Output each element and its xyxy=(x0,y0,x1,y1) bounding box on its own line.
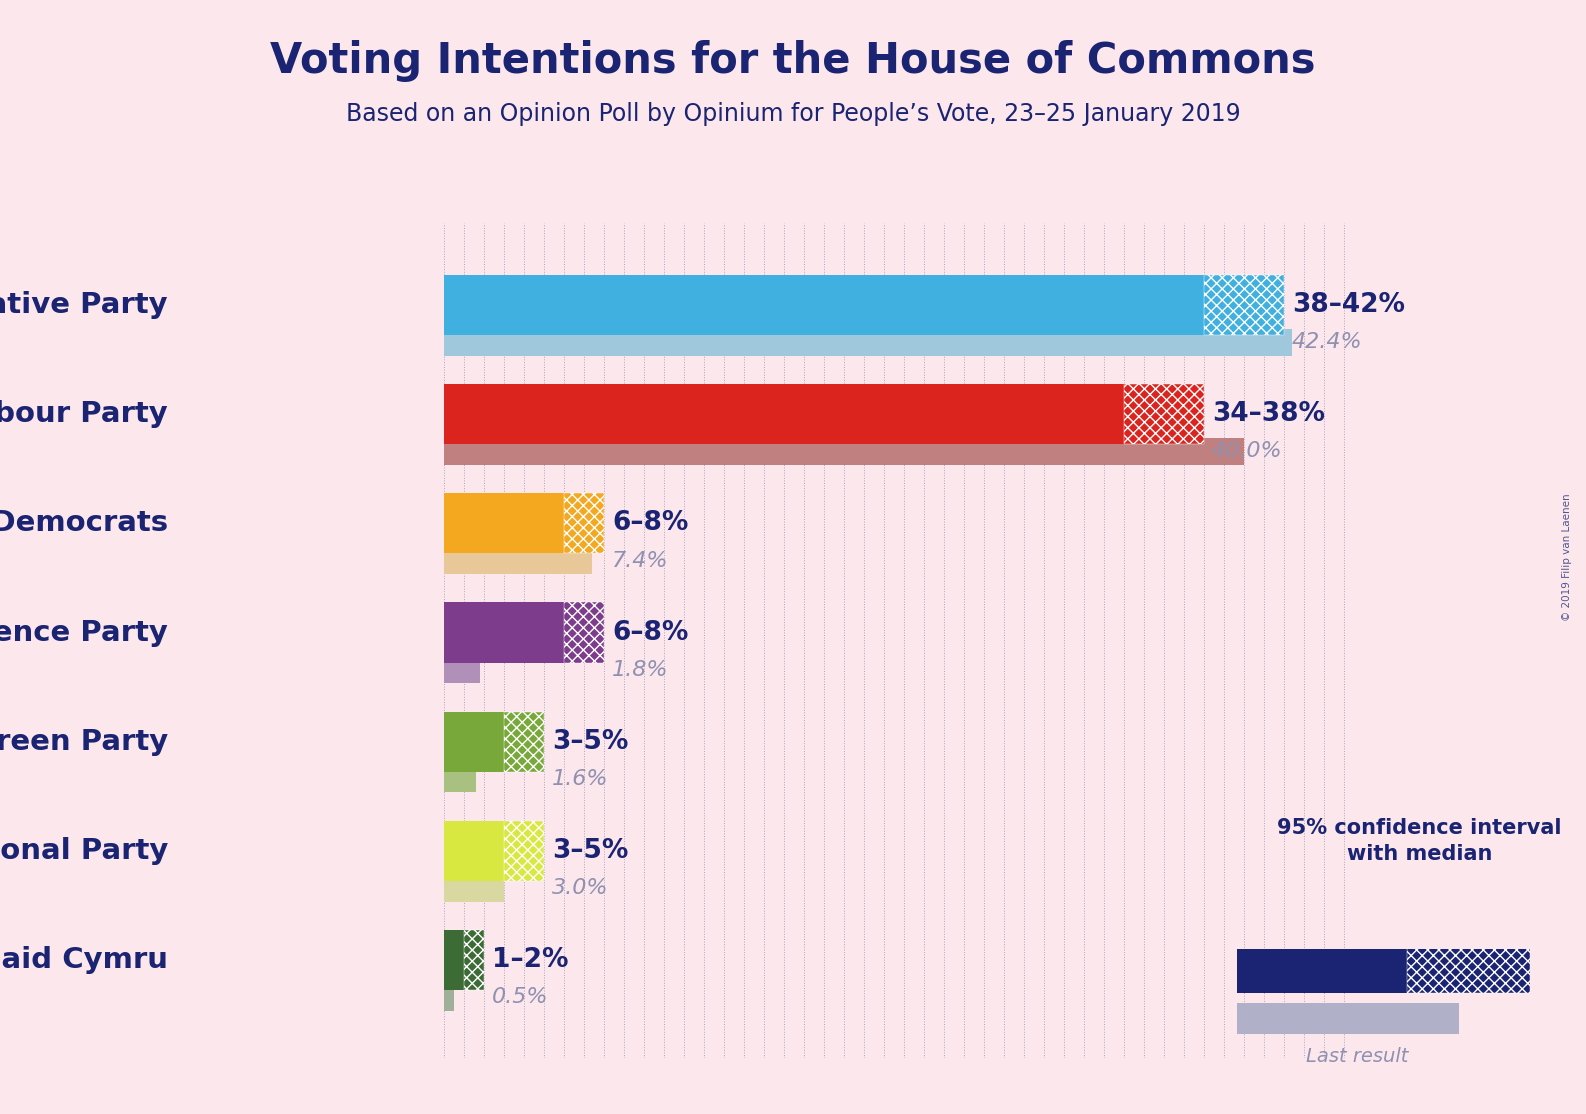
Text: 95% confidence interval
with median: 95% confidence interval with median xyxy=(1277,818,1562,864)
Text: 7.4%: 7.4% xyxy=(612,550,669,570)
Bar xyxy=(444,384,1124,444)
Text: Conservative Party: Conservative Party xyxy=(0,291,168,319)
Bar xyxy=(444,329,1293,355)
Text: Green Party: Green Party xyxy=(0,727,168,755)
Text: Last result: Last result xyxy=(1307,1046,1408,1066)
Bar xyxy=(444,438,1243,465)
Text: 1–2%: 1–2% xyxy=(492,947,568,974)
Bar xyxy=(444,494,565,554)
Bar xyxy=(504,821,544,881)
Text: 42.4%: 42.4% xyxy=(1293,332,1362,352)
Text: Plaid Cymru: Plaid Cymru xyxy=(0,946,168,974)
Bar xyxy=(444,547,592,574)
Text: Based on an Opinion Poll by Opinium for People’s Vote, 23–25 January 2019: Based on an Opinion Poll by Opinium for … xyxy=(346,101,1240,126)
Bar xyxy=(565,494,604,554)
Bar xyxy=(1407,948,1530,994)
Bar xyxy=(444,765,476,792)
Text: 1.8%: 1.8% xyxy=(612,659,669,680)
Text: Labour Party: Labour Party xyxy=(0,400,168,428)
Bar xyxy=(565,603,604,663)
Text: 6–8%: 6–8% xyxy=(612,619,688,645)
Bar xyxy=(444,603,565,663)
Text: © 2019 Filip van Laenen: © 2019 Filip van Laenen xyxy=(1562,494,1572,620)
Text: 34–38%: 34–38% xyxy=(1212,401,1324,427)
Bar xyxy=(1124,384,1204,444)
Text: 40.0%: 40.0% xyxy=(1212,441,1283,461)
Text: 1.6%: 1.6% xyxy=(552,769,609,789)
Bar xyxy=(444,712,504,772)
Text: 0.5%: 0.5% xyxy=(492,987,549,1007)
Text: 38–42%: 38–42% xyxy=(1293,292,1405,317)
Text: UK Independence Party: UK Independence Party xyxy=(0,618,168,646)
Text: 6–8%: 6–8% xyxy=(612,510,688,536)
Text: Voting Intentions for the House of Commons: Voting Intentions for the House of Commo… xyxy=(270,40,1316,82)
Bar xyxy=(444,275,1204,335)
Text: Liberal Democrats: Liberal Democrats xyxy=(0,509,168,537)
Text: 3–5%: 3–5% xyxy=(552,838,628,864)
Text: 3.0%: 3.0% xyxy=(552,878,609,898)
Bar xyxy=(444,874,504,901)
Bar xyxy=(504,712,544,772)
Bar xyxy=(1204,275,1285,335)
Bar xyxy=(444,821,504,881)
Text: Scottish National Party: Scottish National Party xyxy=(0,837,168,864)
Bar xyxy=(465,930,484,990)
Bar xyxy=(444,930,465,990)
Bar xyxy=(444,984,454,1010)
Bar xyxy=(1237,948,1407,994)
Text: 3–5%: 3–5% xyxy=(552,729,628,755)
Bar xyxy=(444,656,481,683)
